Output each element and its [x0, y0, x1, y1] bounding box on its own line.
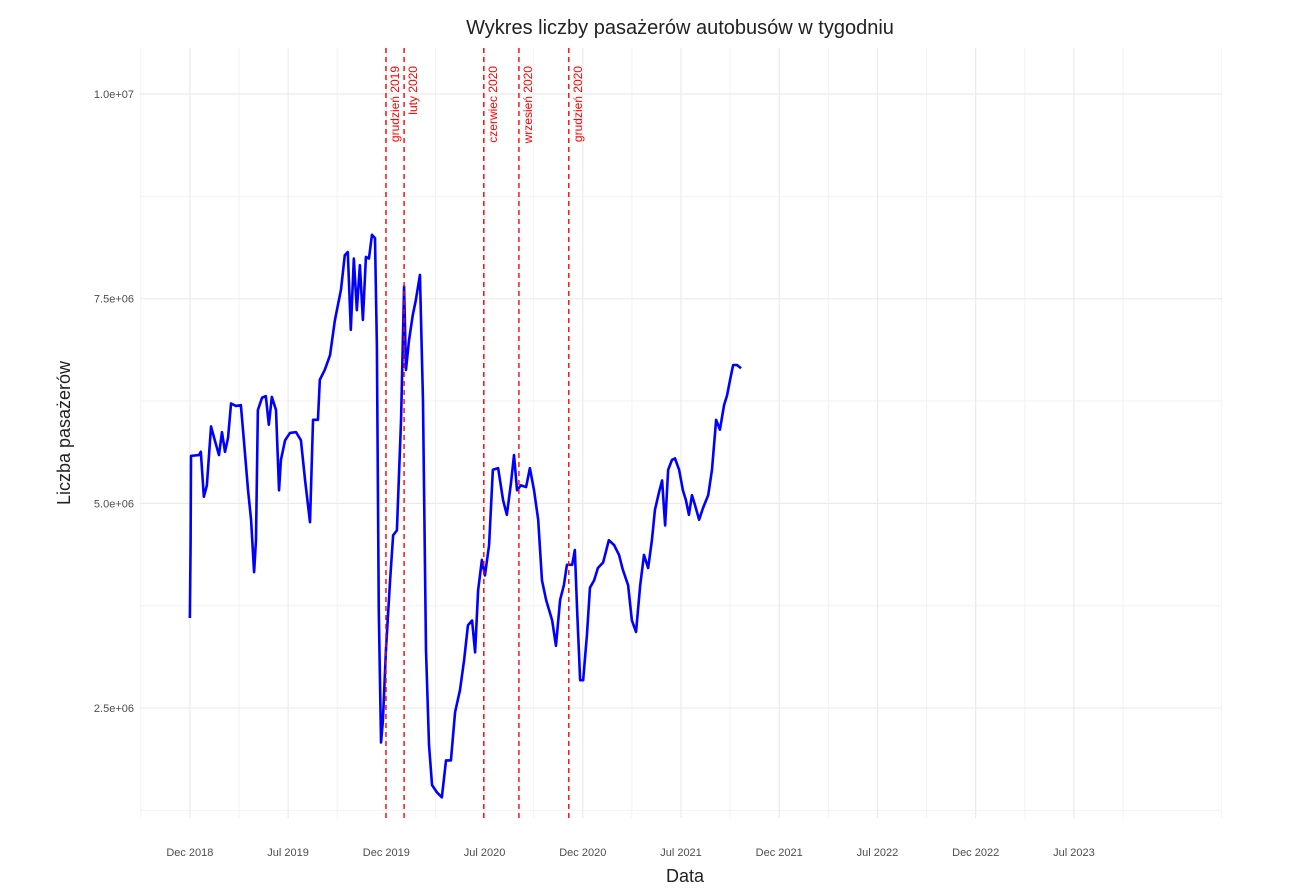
annotation-label: czerwiec 2020: [486, 66, 500, 143]
y-tick-label: 7.5e+06: [94, 294, 134, 306]
y-axis-label: Liczba pasażerów: [54, 360, 74, 505]
annotation-label: grudzień 2020: [571, 66, 585, 142]
x-tick-label: Jul 2020: [464, 847, 506, 859]
x-tick-label: Dec 2022: [952, 847, 999, 859]
y-tick-label: 1.0e+07: [94, 89, 134, 101]
x-tick-label: Jul 2023: [1053, 847, 1095, 859]
x-tick-label: Dec 2020: [559, 847, 606, 859]
x-tick-label: Jul 2021: [660, 847, 702, 859]
y-tick-label: 5.0e+06: [94, 498, 134, 510]
x-tick-label: Dec 2018: [166, 847, 213, 859]
annotation-label: grudzień 2019: [388, 66, 402, 142]
annotation-label: luty 2020: [406, 66, 420, 115]
x-tick-label: Jul 2019: [267, 847, 309, 859]
x-tick-label: Dec 2019: [363, 847, 410, 859]
x-tick-label: Jul 2022: [857, 847, 899, 859]
annotation-label: wrzesień 2020: [521, 66, 535, 145]
x-tick-label: Dec 2021: [756, 847, 803, 859]
chart-title: Wykres liczby pasażerów autobusów w tygo…: [466, 17, 894, 39]
y-tick-label: 2.5e+06: [94, 703, 134, 715]
data-line: [188, 233, 742, 799]
x-axis-label: Data: [666, 866, 705, 886]
